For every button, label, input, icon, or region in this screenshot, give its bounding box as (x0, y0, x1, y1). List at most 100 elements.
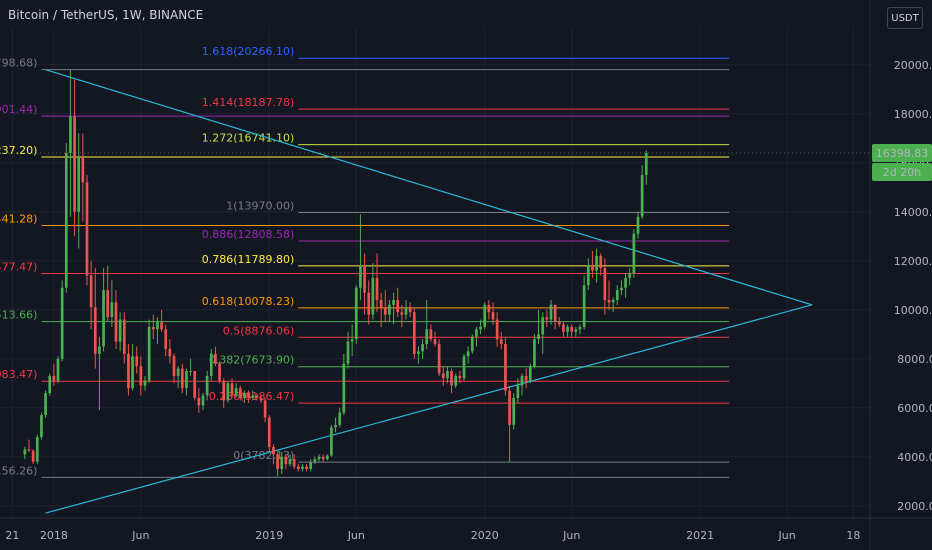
candle-body (644, 152, 648, 175)
fib-level-label: 0.618(10078.23) (202, 295, 295, 308)
price-axis-tick: 8000.00 (897, 353, 932, 366)
candle-body (458, 375, 462, 379)
candle-body (545, 317, 549, 320)
candle-body (251, 395, 255, 398)
candle-body (396, 299, 400, 313)
candle-body (553, 304, 557, 322)
candle-body (106, 290, 110, 318)
candle-body (603, 268, 607, 300)
candle-body (591, 265, 594, 271)
fib-level-label: 1(13970.00) (226, 199, 294, 212)
time-axis-tick: Jun (778, 529, 796, 542)
candle-body (354, 287, 358, 340)
candle-body (247, 393, 250, 398)
candle-body (143, 380, 147, 386)
candle-body (205, 375, 209, 396)
fib-level-label: 0(3156.26) (0, 464, 37, 477)
candle-body (168, 348, 172, 357)
candle-body (230, 383, 234, 396)
candle-body (520, 375, 524, 386)
time-axis-tick: Jun (347, 529, 365, 542)
time-axis-tick: 2021 (686, 529, 714, 542)
candle-body (201, 395, 205, 406)
candle-body (628, 273, 632, 278)
candle-body (172, 356, 176, 376)
candle-body (77, 157, 81, 212)
candle-body (185, 371, 188, 389)
countdown-tag (872, 162, 932, 181)
candle-body (615, 290, 619, 300)
candle-body (566, 326, 569, 332)
candle-body (52, 375, 56, 381)
fib-level-label: 0.382(7673.90) (209, 354, 295, 367)
candle-body (562, 324, 565, 332)
candle-body (541, 317, 545, 335)
candle-body (632, 233, 636, 273)
fib-level-label: 0.886(17901.44) (0, 103, 37, 116)
candle-body (60, 287, 64, 359)
candle-body (475, 329, 478, 337)
time-axis-tick: 18 (846, 529, 860, 542)
candle-body (73, 116, 76, 212)
candle-body (574, 329, 578, 332)
candle-body (197, 397, 201, 406)
candle-body (359, 265, 362, 288)
candle-body (313, 459, 317, 462)
candle-body (342, 363, 346, 413)
candle-body (607, 299, 611, 303)
currency-button[interactable]: USDT (887, 7, 923, 29)
candle-body (259, 397, 263, 401)
candle-body (557, 322, 561, 325)
candle-body (35, 437, 39, 462)
candle-body (549, 304, 553, 320)
candle-body (222, 380, 226, 401)
candle-body (135, 356, 139, 367)
candle-body (533, 339, 536, 367)
candle-body (537, 334, 540, 340)
candle-body (429, 329, 433, 340)
candle-body (317, 456, 321, 460)
trendline (45, 69, 813, 306)
price-axis-tick: 6000.00 (897, 402, 932, 415)
candle-body (131, 356, 134, 389)
candle-body (379, 299, 383, 308)
time-axis-tick: Jun (131, 529, 149, 542)
candle-body (48, 375, 52, 394)
candle-body (193, 371, 197, 398)
trendline (45, 304, 813, 514)
candle-body (383, 307, 387, 315)
candle-body (292, 459, 296, 467)
candle-body (81, 157, 85, 183)
candle-body (636, 216, 640, 234)
candle-body (499, 339, 503, 345)
candle-body (595, 255, 598, 271)
candle-body (296, 466, 300, 469)
candle-body (640, 175, 644, 217)
candle-body (504, 344, 507, 391)
candle-body (371, 277, 375, 315)
candle-body (586, 265, 590, 286)
candle-body (624, 277, 627, 288)
candle-body (301, 466, 304, 469)
fib-level-label: 0(3782.13) (233, 449, 294, 462)
candle-body (226, 383, 230, 401)
fib-level-label: 1.414(18187.78) (202, 96, 295, 109)
candle-body (139, 366, 143, 386)
time-axis-tick: 2018 (40, 529, 68, 542)
candle-body (620, 287, 623, 291)
candle-body (40, 415, 43, 438)
candle-body (288, 459, 292, 465)
candle-body (85, 182, 89, 276)
candle-body (255, 395, 259, 398)
candle-body (599, 255, 603, 269)
fib-level-label: 0.886(12808.58) (202, 228, 295, 241)
fib-level-label: 0.236(7083.47) (0, 368, 37, 381)
candle-body (582, 285, 586, 327)
price-axis-tick: 12000.00 (894, 255, 932, 268)
countdown-value: 2d 20h (883, 166, 921, 179)
price-axis-tick: 18000.00 (894, 108, 932, 121)
candle-body (433, 339, 437, 345)
candle-body (528, 366, 532, 381)
candle-body (214, 353, 217, 364)
